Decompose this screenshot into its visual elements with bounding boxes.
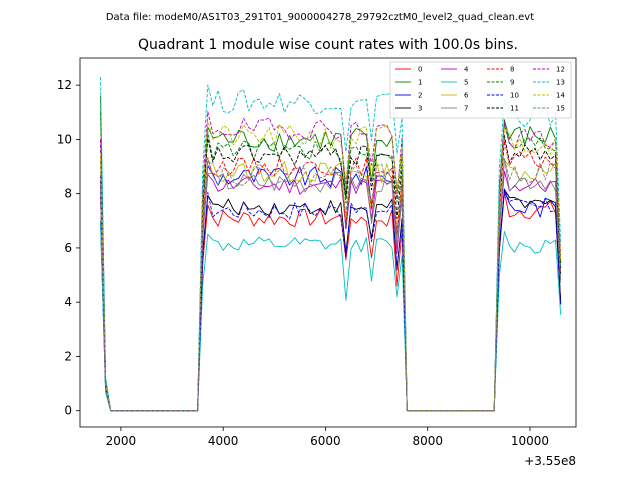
y-tick-label: 0 (64, 404, 72, 418)
y-tick-label: 10 (57, 132, 72, 146)
chart-title: Quadrant 1 module wise count rates with … (138, 37, 518, 53)
legend-label: 9 (510, 79, 514, 87)
series-layer (100, 76, 562, 412)
legend-label: 8 (510, 66, 514, 74)
y-tick-label: 12 (57, 78, 72, 92)
legend-label: 10 (510, 92, 519, 100)
series-line-8 (100, 140, 562, 412)
y-tick-label: 8 (64, 187, 72, 201)
x-tick-label: 4000 (208, 434, 239, 448)
x-tick-label: 10000 (511, 434, 549, 448)
legend-label: 11 (510, 105, 519, 113)
y-axis-ticks: 0 2 4 6 8 10 12 (57, 78, 80, 418)
legend-label: 15 (556, 105, 565, 113)
legend-label: 1 (418, 79, 422, 87)
x-axis-ticks: 2000 4000 6000 8000 10000 (106, 427, 549, 448)
x-tick-label: 8000 (412, 434, 443, 448)
x-tick-label: 6000 (310, 434, 341, 448)
legend-label: 5 (464, 79, 468, 87)
y-tick-label: 2 (64, 349, 72, 363)
legend-label: 12 (556, 66, 565, 74)
legend-label: 6 (464, 92, 469, 100)
x-tick-label: 2000 (106, 434, 137, 448)
legend-label: 0 (418, 66, 422, 74)
y-tick-label: 4 (64, 295, 72, 309)
legend-label: 4 (464, 66, 469, 74)
legend-label: 13 (556, 79, 565, 87)
legend-label: 14 (556, 92, 565, 100)
plot-frame (79, 57, 577, 428)
legend-label: 3 (418, 105, 422, 113)
x-axis-offset-label: +3.55e8 (524, 454, 576, 468)
plot-area-background (80, 58, 576, 427)
legend-label: 2 (418, 92, 422, 100)
y-tick-label: 6 (64, 241, 72, 255)
legend-label: 7 (464, 105, 468, 113)
legend-frame (389, 61, 572, 119)
series-line-15 (100, 157, 562, 412)
figure-suptitle: Data file: modeM0/AS1T03_291T01_90000042… (106, 12, 534, 23)
